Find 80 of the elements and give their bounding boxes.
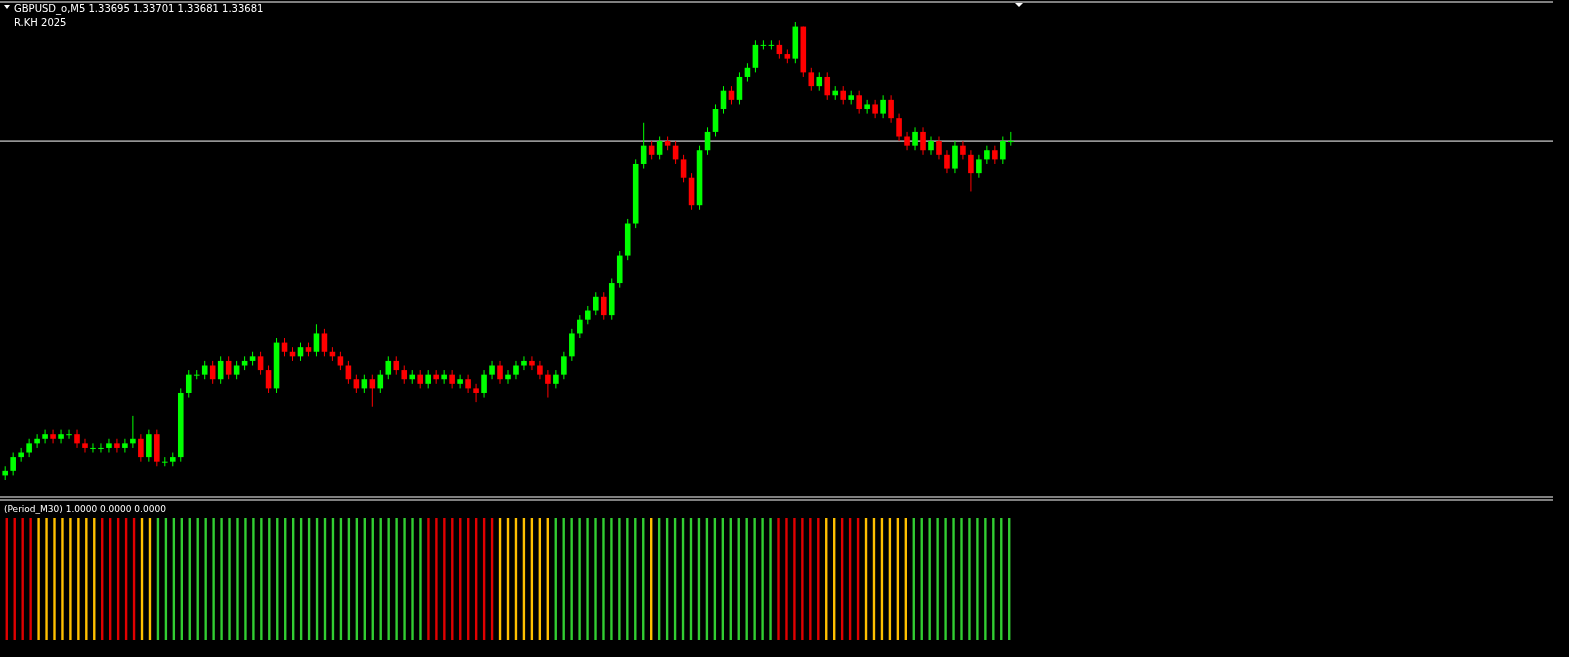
candlestick [944,149,950,174]
candlestick [74,429,80,449]
candlestick [257,351,264,376]
candlestick [465,374,471,394]
candlestick [752,39,759,73]
candlestick [529,355,535,371]
candlestick [561,351,567,380]
candlestick [553,369,559,389]
candlestick [385,355,392,380]
candlestick [656,136,663,160]
candlestick [808,67,815,92]
candlestick [337,351,344,371]
candlestick [600,291,607,321]
candlestick [122,438,128,454]
candlestick [585,305,591,325]
candlestick [505,369,511,385]
candlestick [537,360,543,380]
candlestick [920,126,926,156]
candlestick [90,442,96,454]
candlestick [928,136,934,156]
candlestick [912,126,918,151]
candlestick [872,99,878,119]
candlestick [66,429,72,440]
candlestick [313,323,320,357]
candlestick [114,438,120,454]
candlestick [58,429,64,444]
candlestick [888,94,894,124]
candlestick [201,360,208,380]
candlestick [896,113,902,142]
candlestick [26,438,32,458]
candlestick [457,374,463,389]
candlestick [185,369,192,399]
candlestick [489,360,495,380]
candlestick [449,369,455,389]
candlestick [82,438,88,454]
candlestick [50,429,56,444]
chart-title: (Period_M30) 1.0000 0.0000 0.0000 [4,504,167,514]
candlestick [98,442,104,454]
candlestick [130,415,136,449]
candlestick [736,71,743,105]
candlestick [976,154,982,179]
candlestick [545,369,551,399]
candlestick [904,131,910,151]
candlestick [936,136,942,160]
candlestick [577,314,583,339]
candlestick [569,328,575,362]
candlestick [138,433,144,463]
candlestick [393,355,400,376]
candlestick [513,360,519,380]
candlestick [840,85,846,105]
chart-title: GBPUSD_o,M5 1.33695 1.33701 1.33681 1.33681 [14,3,264,15]
candlestick [497,360,503,385]
candlestick [1008,131,1014,147]
candlestick [146,429,152,463]
candlestick [968,149,974,192]
candlestick [321,328,328,357]
candlestick [856,90,862,115]
candlestick [10,452,16,476]
candlestick [680,154,687,183]
candlestick [481,369,487,399]
candlestick [952,140,958,174]
candlestick [521,355,527,371]
candlestick [417,369,423,389]
candlestick [992,145,998,165]
candlestick [816,71,823,92]
candlestick [1000,136,1006,165]
candlestick [34,433,40,449]
candlestick [712,103,719,137]
candlestick [225,355,232,380]
candlestick [106,438,112,454]
candlestick [960,140,966,160]
candlestick [593,291,599,316]
candlestick [473,383,479,403]
candlestick [425,369,431,389]
candlestick [824,71,831,101]
candlestick [42,429,48,444]
candlestick [984,145,990,165]
candlestick [401,365,408,385]
candlestick [880,94,886,119]
chart-subtitle: R.KH 2025 [14,17,67,28]
